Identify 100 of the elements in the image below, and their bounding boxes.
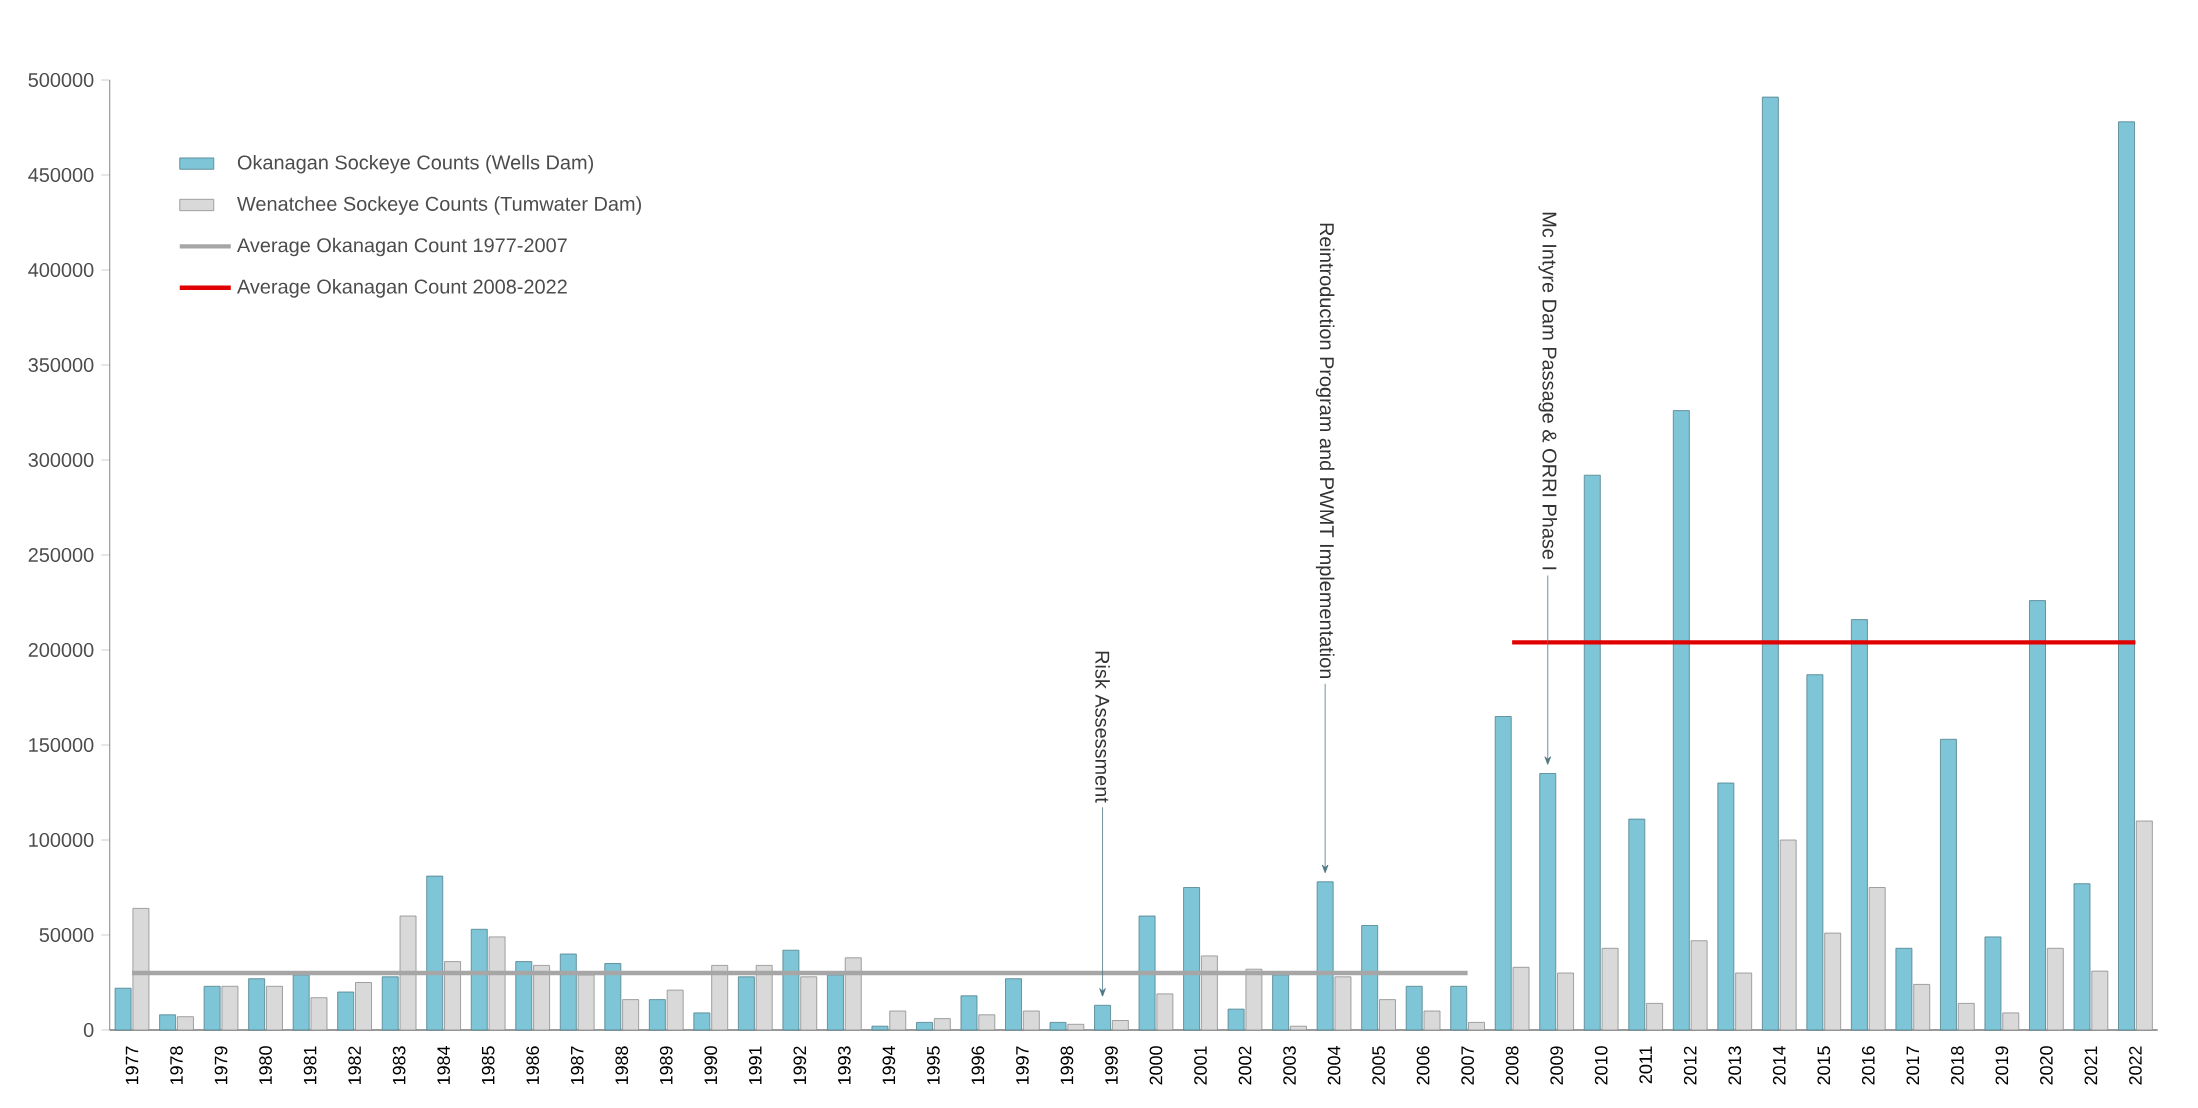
bar xyxy=(604,963,622,1031)
x-tick-label: 2009 xyxy=(1550,1046,1564,1085)
annotation: Risk Assessment xyxy=(1095,651,1110,803)
bar xyxy=(114,987,132,1031)
bar xyxy=(737,976,755,1031)
bar xyxy=(1067,1023,1085,1031)
bar xyxy=(470,928,488,1031)
bar xyxy=(1361,925,1379,1031)
x-tick-label: 1978 xyxy=(170,1046,183,1085)
bar xyxy=(2073,883,2091,1031)
bar xyxy=(1672,410,1690,1031)
bar xyxy=(1468,1022,1485,1031)
bar xyxy=(266,985,283,1031)
bar xyxy=(1138,915,1156,1031)
bar xyxy=(666,989,684,1031)
bar xyxy=(755,965,773,1031)
x-tick-label: 1982 xyxy=(348,1046,361,1085)
x-tick-label: 2005 xyxy=(1372,1046,1385,1085)
bar xyxy=(1913,984,1931,1031)
x-tick-label: 2004 xyxy=(1327,1046,1341,1085)
x-tick-label: 2018 xyxy=(1950,1046,1964,1085)
y-tick-label: 450000 xyxy=(28,167,94,183)
x-tick-label: 1987 xyxy=(570,1046,584,1085)
bar xyxy=(1156,993,1174,1031)
bar xyxy=(444,961,461,1031)
bar xyxy=(355,982,372,1031)
bar xyxy=(559,953,577,1031)
bar xyxy=(2029,600,2046,1031)
bar xyxy=(337,991,355,1031)
x-tick-label: 2021 xyxy=(2084,1046,2098,1085)
bar xyxy=(381,976,399,1031)
bar xyxy=(1272,974,1290,1031)
bar xyxy=(1049,1022,1067,1031)
bar xyxy=(1450,985,1468,1031)
bar xyxy=(1583,474,1601,1031)
bar xyxy=(426,875,444,1031)
x-tick-label: 2001 xyxy=(1194,1046,1207,1085)
x-tick-label: 1999 xyxy=(1105,1046,1118,1085)
bar xyxy=(1940,738,1957,1031)
x-tick-label: 1979 xyxy=(214,1046,228,1085)
y-tick-label: 150000 xyxy=(29,737,94,753)
bar xyxy=(1200,955,1218,1031)
x-tick-label: 1992 xyxy=(793,1046,807,1085)
bar xyxy=(488,936,506,1031)
legend-label: Average Okanagan Count 2008-2022 xyxy=(236,279,567,298)
bar xyxy=(248,978,266,1031)
bar xyxy=(827,974,844,1031)
x-tick-label: 2017 xyxy=(1906,1046,1920,1085)
legend-label: Wenatchee Sockeye Counts (Tumwater Dam) xyxy=(237,196,641,215)
x-tick-label: 1977 xyxy=(125,1046,139,1085)
bar xyxy=(1646,1003,1664,1031)
x-tick-label: 1998 xyxy=(1060,1046,1074,1085)
bar xyxy=(1761,96,1779,1031)
y-tick-label: 250000 xyxy=(28,547,94,563)
bar xyxy=(2002,1012,2020,1031)
bar xyxy=(1557,972,1574,1031)
x-tick-label: 1986 xyxy=(526,1046,540,1085)
x-tick-label: 1983 xyxy=(392,1046,406,1085)
y-tick-label: 200000 xyxy=(28,642,94,658)
x-tick-label: 1994 xyxy=(882,1046,896,1085)
bar xyxy=(1183,887,1200,1031)
bar xyxy=(1868,887,1886,1031)
bar xyxy=(1735,972,1753,1031)
y-tick-label: 500000 xyxy=(28,72,94,88)
x-tick-label: 1995 xyxy=(927,1046,940,1085)
bar xyxy=(577,974,595,1031)
bar xyxy=(978,1014,996,1031)
bar xyxy=(844,957,862,1031)
bar xyxy=(1690,940,1708,1031)
x-tick-label: 1988 xyxy=(615,1046,629,1085)
bar xyxy=(782,949,800,1031)
bar xyxy=(1094,1004,1111,1031)
bar xyxy=(515,961,533,1031)
x-tick-label: 2011 xyxy=(1639,1046,1653,1084)
x-tick-label: 2013 xyxy=(1728,1046,1742,1085)
y-tick-label: 350000 xyxy=(28,357,94,373)
annotation: Reintroduction Program and PWMT Implementation xyxy=(1315,223,1335,679)
annotation: Mc Intyre Dam Passage & ORRI Phase I xyxy=(1538,212,1558,570)
bar xyxy=(1423,1010,1441,1031)
bar xyxy=(2091,970,2109,1031)
bar xyxy=(1601,947,1619,1031)
bar xyxy=(1850,619,1868,1031)
x-tick-label: 2016 xyxy=(1861,1046,1875,1085)
x-tick-label: 1985 xyxy=(481,1046,495,1085)
bar xyxy=(310,997,328,1031)
x-tick-label: 1996 xyxy=(971,1046,985,1085)
y-tick-label: 0 xyxy=(83,1022,94,1038)
bar xyxy=(622,999,640,1031)
x-tick-label: 2014 xyxy=(1772,1046,1786,1085)
bar xyxy=(221,985,239,1031)
bar xyxy=(1111,1020,1129,1031)
x-tick-label: 2012 xyxy=(1683,1046,1697,1085)
bar xyxy=(800,976,818,1031)
x-tick-label: 2019 xyxy=(1995,1046,2009,1085)
bar xyxy=(1494,716,1512,1031)
x-tick-label: 1993 xyxy=(837,1046,851,1085)
bar xyxy=(1334,976,1352,1031)
bar xyxy=(177,1016,194,1031)
bar xyxy=(648,999,666,1031)
x-tick-label: 2008 xyxy=(1505,1046,1519,1085)
